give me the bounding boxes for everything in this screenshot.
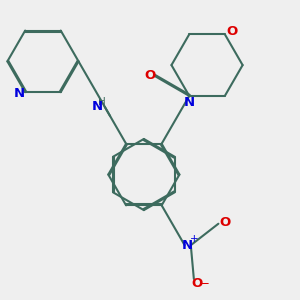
Text: O: O — [219, 216, 230, 229]
Text: −: − — [200, 277, 210, 290]
Text: +: + — [190, 234, 199, 244]
Text: N: N — [184, 95, 195, 109]
Text: O: O — [145, 70, 156, 83]
Text: N: N — [92, 100, 103, 113]
Text: O: O — [191, 277, 203, 290]
Text: N: N — [182, 239, 193, 252]
Text: H: H — [98, 97, 105, 106]
Text: N: N — [14, 87, 25, 100]
Text: O: O — [226, 25, 238, 38]
